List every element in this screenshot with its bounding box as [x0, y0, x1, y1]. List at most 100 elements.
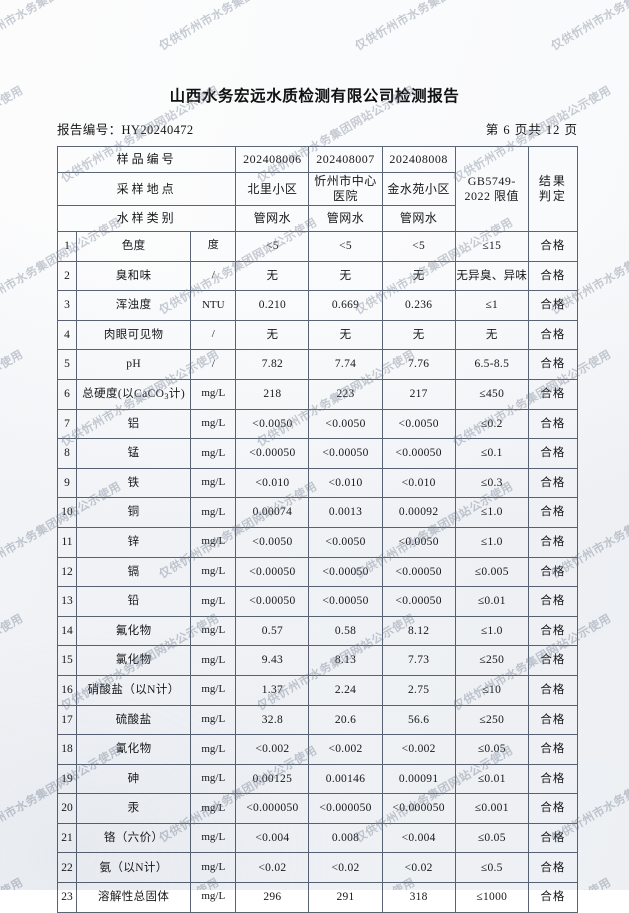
row-standard-limit: ≤0.005 [454, 556, 529, 588]
row-index: 3 [56, 290, 78, 321]
row-index: 4 [56, 319, 78, 351]
table-header: 样品编号 202408006 202408007 202408008 GB574… [56, 146, 579, 232]
row-result: 合格 [527, 556, 579, 588]
row-standard-limit: ≤0.2 [454, 408, 529, 440]
row-result: 合格 [527, 408, 579, 440]
verdict-line-2: 判定 [538, 189, 567, 203]
row-index: 13 [56, 586, 78, 617]
row-standard-limit: 6.5-8.5 [454, 349, 529, 380]
row-result: 合格 [527, 793, 579, 824]
row-result: 合格 [527, 763, 579, 795]
row-value-sample-3: <5 [381, 231, 456, 262]
row-value-sample-3: 217 [381, 378, 456, 410]
row-value-sample-1: <0.010 [235, 467, 310, 499]
row-standard-limit: 无 [454, 319, 529, 351]
row-value-sample-1: <0.004 [235, 822, 310, 854]
table-row: 17 硫酸盐 mg/L 32.8 20.6 56.6 ≤250 合格 [56, 704, 579, 736]
row-item-name: 铝 [76, 408, 192, 440]
row-item-name: 氟化物 [76, 615, 192, 647]
table-row: 4 肉眼可见物 / 无无无无合格 [56, 319, 579, 351]
table-row: 6 总硬度(以CaCO3计) mg/L 218 223 217 ≤450 合格 [56, 378, 579, 410]
row-value-sample-1: 无 [235, 260, 310, 292]
table-row: 19 砷 mg/L 0.00125 0.00146 0.00091 ≤0.01 合格 [56, 763, 579, 795]
row-standard-limit: ≤0.05 [454, 822, 529, 854]
header-sample-no-2: 202408007 [308, 146, 383, 173]
row-item-name: 总硬度(以CaCO3计) [76, 378, 192, 410]
row-standard-limit: ≤10 [454, 674, 529, 706]
row-item-name: 硝酸盐（以N计） [76, 674, 192, 706]
table-row: 7 铝 mg/L <0.0050 <0.0050 <0.0050 ≤0.2 合格 [56, 408, 579, 440]
row-unit: mg/L [190, 822, 237, 854]
row-index: 14 [56, 615, 78, 647]
row-index: 1 [56, 231, 78, 262]
row-value-sample-2: <0.0050 [308, 526, 383, 558]
row-unit: mg/L [190, 793, 237, 824]
row-value-sample-3: 318 [381, 882, 456, 913]
row-value-sample-3: <0.00050 [381, 556, 456, 588]
row-value-sample-3: 7.73 [381, 645, 456, 676]
row-standard-limit: ≤0.01 [454, 586, 529, 617]
table-row: 16 硝酸盐（以N计） mg/L 1.37 2.24 2.75 ≤10 合格 [56, 674, 579, 706]
row-unit: mg/L [190, 526, 237, 558]
row-unit: 度 [190, 231, 237, 262]
row-value-sample-1: 1.37 [235, 674, 310, 706]
row-value-sample-3: 0.00092 [381, 497, 456, 528]
row-item-name: 镉 [76, 556, 192, 588]
row-unit: mg/L [190, 615, 237, 647]
row-index: 12 [56, 556, 78, 588]
row-item-name: 锰 [76, 438, 192, 469]
row-value-sample-1: 9.43 [235, 645, 310, 676]
row-index: 6 [56, 378, 78, 410]
row-unit: / [190, 260, 237, 292]
row-result: 合格 [527, 438, 579, 469]
row-item-name: 溶解性总固体 [76, 882, 192, 913]
row-index: 16 [56, 674, 78, 706]
report-meta-row: 报告编号：HY20240472 第 6 页共 12 页 [57, 119, 578, 138]
row-unit: mg/L [190, 586, 237, 617]
row-standard-limit: ≤15 [454, 231, 529, 262]
row-value-sample-2: 0.58 [308, 615, 383, 647]
standard-line-1: GB5749- [467, 174, 516, 188]
row-value-sample-3: 无 [381, 319, 456, 351]
row-result: 合格 [527, 378, 579, 410]
row-unit: mg/L [190, 438, 237, 469]
row-value-sample-1: 0.00125 [235, 763, 310, 795]
row-index: 5 [56, 349, 78, 380]
row-unit: NTU [190, 290, 237, 321]
table-body: 1 色度度 <5 <5 <5 ≤15 合格 2 臭和味 / 无无无无异臭、异味 合格 3 浑浊度 NTU 0.… [56, 231, 579, 913]
row-value-sample-2: 无 [308, 319, 383, 351]
row-value-sample-3: <0.0050 [381, 526, 456, 558]
row-value-sample-1: <0.0050 [235, 526, 310, 558]
row-standard-limit: ≤0.01 [454, 763, 529, 795]
row-value-sample-1: <0.00050 [235, 438, 310, 469]
row-standard-limit: ≤1.0 [454, 615, 529, 647]
header-water-type-label: 水样类别 [56, 205, 237, 232]
row-index: 17 [56, 704, 78, 736]
row-result: 合格 [527, 822, 579, 854]
row-value-sample-1: 0.00074 [235, 497, 310, 528]
row-value-sample-1: <5 [235, 231, 310, 262]
row-value-sample-1: <0.00050 [235, 586, 310, 617]
row-result: 合格 [527, 645, 579, 676]
row-index: 19 [56, 763, 78, 795]
row-value-sample-1: 296 [235, 882, 310, 913]
row-value-sample-2: 2.24 [308, 674, 383, 706]
row-result: 合格 [527, 852, 579, 884]
row-item-name: 氨（以N计） [76, 852, 192, 884]
row-value-sample-2: 0.00146 [308, 763, 383, 795]
row-index: 8 [56, 438, 78, 469]
table-row: 8 锰 mg/L <0.00050 <0.00050 <0.00050 ≤0.1 合格 [56, 438, 579, 469]
row-index: 10 [56, 497, 78, 528]
row-value-sample-3: 56.6 [381, 704, 456, 736]
row-value-sample-1: 7.82 [235, 349, 310, 380]
row-unit: mg/L [190, 882, 237, 913]
row-value-sample-2: <0.010 [308, 467, 383, 499]
row-value-sample-1: <0.0050 [235, 408, 310, 440]
standard-line-2: 2022 限值 [464, 189, 520, 203]
table-row: 13 铅 mg/L <0.00050 <0.00050 <0.00050 ≤0.01 合格 [56, 586, 579, 617]
row-result: 合格 [527, 704, 579, 736]
row-value-sample-1: <0.02 [235, 852, 310, 884]
row-value-sample-2: 20.6 [308, 704, 383, 736]
row-standard-limit: ≤250 [454, 645, 529, 676]
header-water-type-1: 管网水 [235, 205, 310, 232]
